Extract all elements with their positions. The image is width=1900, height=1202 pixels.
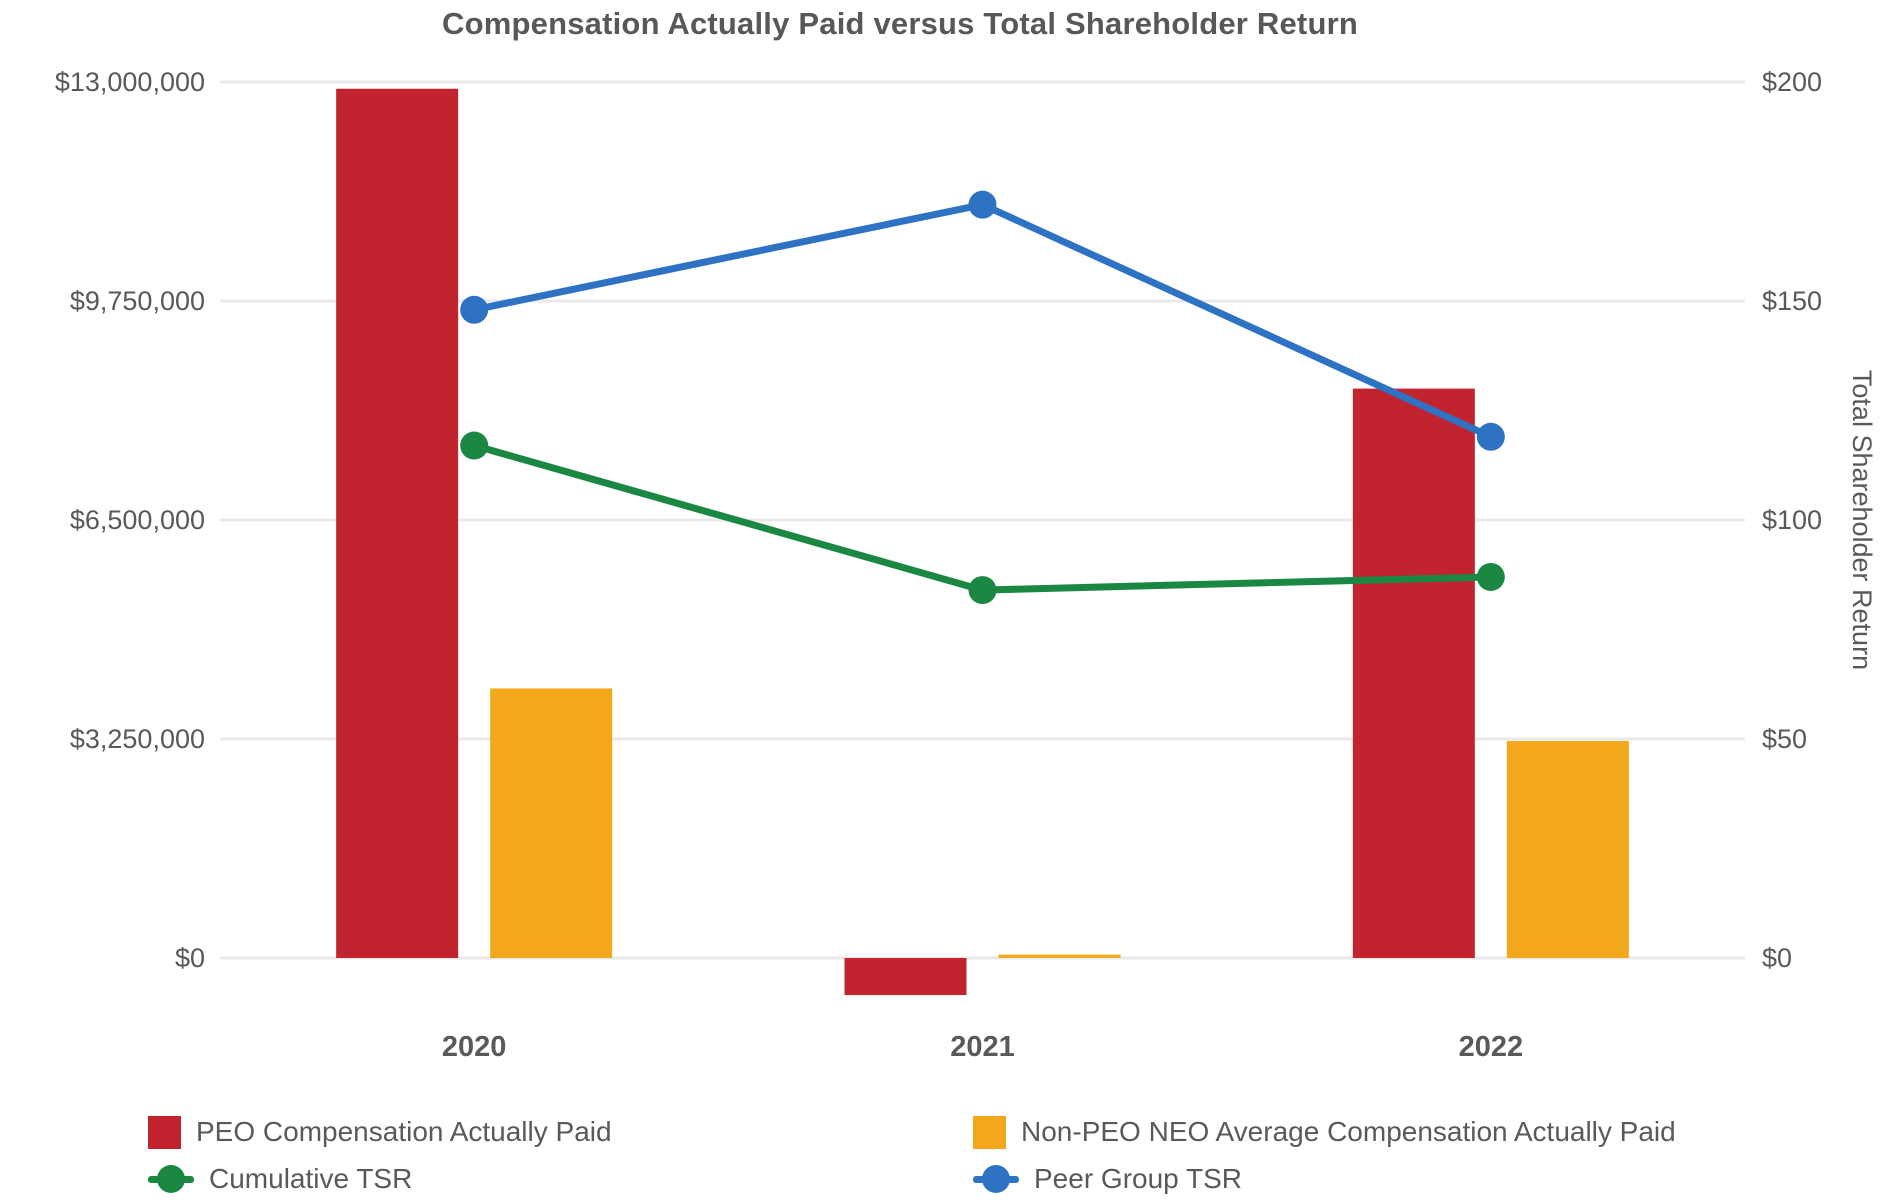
marker-blue-2020: [460, 295, 489, 324]
right-axis-title: Total Shareholder Return: [1847, 369, 1877, 671]
legend-item-cumulative-tsr: Cumulative TSR: [148, 1159, 612, 1199]
legend-label-peo: PEO Compensation Actually Paid: [196, 1116, 612, 1147]
peo-bar-swatch-icon: [148, 1115, 181, 1149]
marker-green-2022: [1476, 562, 1505, 591]
marker-green-2021: [968, 576, 997, 605]
line-peer-group-tsr: [470, 201, 1495, 441]
legend-label-cumulative-tsr: Cumulative TSR: [209, 1163, 413, 1194]
marker-green-2020: [460, 431, 489, 460]
left-axis-tick-0: $13,000,000: [55, 67, 205, 97]
legend-item-non-peo-compensation: Non-PEO NEO Average Compensation Actuall…: [973, 1112, 1676, 1152]
chart-title: Compensation Actually Paid versus Total …: [442, 6, 1358, 41]
left-axis-tick-4: $0: [175, 943, 205, 973]
x-axis-label-2020: 2020: [442, 1031, 507, 1063]
right-axis-tick-0: $200: [1762, 67, 1822, 97]
bar-red-2021: [844, 958, 967, 996]
x-axis-label-2021: 2021: [950, 1031, 1015, 1063]
left-axis-tick-2: $6,500,000: [70, 505, 205, 535]
left-axis-tick-1: $9,750,000: [70, 286, 205, 316]
right-axis-tick-3: $50: [1762, 724, 1807, 754]
cumulative-tsr-line-swatch-icon: [148, 1164, 194, 1194]
bar-red-2020: [336, 88, 459, 958]
bar-red-2022: [1352, 388, 1475, 959]
marker-blue-2021: [968, 190, 997, 219]
combo-chart-plot: $13,000,000 $9,750,000 $6,500,000 $3,250,00…: [55, 67, 1822, 1063]
legend-column-left: PEO Compensation Actually Paid Cumulativ…: [148, 1112, 612, 1199]
line-cumulative-tsr: [470, 442, 1495, 594]
non-peo-bar-swatch-icon: [973, 1115, 1006, 1149]
right-axis-tick-2: $100: [1762, 505, 1822, 535]
legend-item-peer-group-tsr: Peer Group TSR: [973, 1159, 1676, 1199]
right-axis-tick-1: $150: [1762, 286, 1822, 316]
legend-label-non-peo: Non-PEO NEO Average Compensation Actuall…: [1021, 1116, 1676, 1147]
peer-group-tsr-line-swatch-icon: [973, 1164, 1019, 1194]
marker-blue-2022: [1476, 422, 1505, 451]
legend-column-right: Non-PEO NEO Average Compensation Actuall…: [973, 1112, 1676, 1199]
legend-item-peo-compensation: PEO Compensation Actually Paid: [148, 1112, 612, 1152]
bar-yellow-2020: [490, 688, 613, 958]
legend-label-peer-group-tsr: Peer Group TSR: [1034, 1163, 1243, 1194]
right-axis-tick-4: $0: [1762, 943, 1792, 973]
left-axis-tick-3: $3,250,000: [70, 724, 205, 754]
bar-yellow-2022: [1506, 741, 1629, 958]
x-axis-label-2022: 2022: [1459, 1031, 1524, 1063]
bar-yellow-2021: [998, 954, 1121, 958]
